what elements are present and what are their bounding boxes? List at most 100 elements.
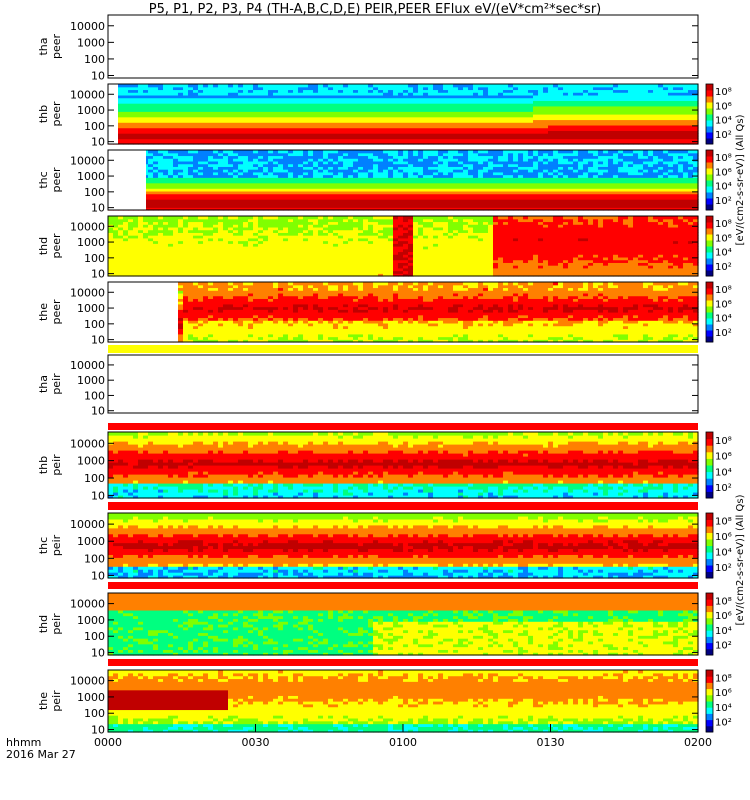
heatmap-cell	[463, 97, 469, 101]
heatmap-cell	[263, 100, 269, 104]
heatmap-cell	[218, 84, 224, 88]
heatmap-cell	[118, 108, 124, 112]
heatmap-cell	[343, 138, 349, 142]
heatmap-cell	[228, 94, 234, 99]
heatmap-cell	[278, 111, 284, 115]
heatmap-cell	[283, 100, 289, 104]
heatmap-cell	[313, 105, 319, 110]
heatmap-cell	[368, 97, 374, 101]
heatmap-cell	[418, 108, 424, 112]
heatmap-cell	[278, 124, 284, 129]
heatmap-cell	[273, 127, 279, 131]
heatmap-cell	[503, 92, 509, 96]
heatmap-cell	[288, 111, 294, 115]
heatmap-cell	[208, 114, 214, 118]
heatmap-cell	[403, 108, 409, 112]
heatmap-cell	[183, 111, 189, 115]
heatmap-cell	[448, 138, 454, 142]
heatmap-cell	[458, 133, 464, 137]
heatmap-cell	[338, 138, 344, 142]
heatmap-cell	[218, 135, 224, 140]
heatmap-cell	[403, 138, 409, 142]
heatmap-cell	[463, 141, 469, 145]
heatmap-cell	[198, 133, 204, 137]
heatmap-cell	[248, 94, 254, 99]
heatmap-cell	[283, 124, 289, 129]
heatmap-cell	[393, 124, 399, 129]
heatmap-cell	[463, 100, 469, 104]
heatmap-cell	[513, 97, 519, 101]
heatmap-cell	[463, 114, 469, 118]
heatmap-cell	[408, 122, 414, 126]
heatmap-cell	[148, 111, 154, 115]
heatmap-cell	[503, 119, 509, 123]
heatmap-cell	[253, 135, 259, 140]
heatmap-cell	[498, 133, 504, 137]
heatmap-cell	[493, 130, 499, 134]
heatmap-cell	[323, 105, 329, 110]
heatmap-cell	[433, 111, 439, 115]
heatmap-cell	[298, 105, 304, 110]
heatmap-cell	[198, 127, 204, 131]
heatmap-cell	[273, 130, 279, 134]
heatmap-cell	[208, 127, 214, 131]
heatmap-cell	[488, 97, 494, 101]
heatmap-cell	[438, 92, 444, 96]
heatmap-cell	[163, 122, 169, 126]
heatmap-cell	[473, 127, 479, 131]
heatmap-cell	[478, 89, 484, 93]
heatmap-cell	[428, 105, 434, 110]
heatmap-cell	[208, 141, 214, 145]
heatmap-cell	[233, 114, 239, 118]
heatmap-cell	[328, 135, 334, 140]
heatmap-cell	[408, 92, 414, 96]
heatmap-cell	[418, 138, 424, 142]
heatmap-cell	[238, 116, 244, 121]
heatmap-cell	[218, 108, 224, 112]
heatmap-cell	[393, 127, 399, 131]
heatmap-cell	[133, 141, 139, 145]
heatmap-cell	[408, 127, 414, 131]
heatmap-cell	[143, 114, 149, 118]
heatmap-cell	[358, 89, 364, 93]
heatmap-cell	[468, 127, 474, 131]
heatmap-cell	[343, 111, 349, 115]
heatmap-cell	[368, 111, 374, 115]
heatmap-cell	[153, 94, 159, 99]
heatmap-cell	[178, 94, 184, 99]
heatmap-cell	[413, 97, 419, 101]
heatmap-cell	[448, 94, 454, 99]
heatmap-cell	[223, 103, 229, 107]
y-tick-label: 10000	[70, 20, 105, 33]
heatmap-cell	[248, 138, 254, 142]
heatmap-cell	[328, 89, 334, 93]
heatmap-cell	[213, 133, 219, 137]
heatmap-cell	[453, 135, 459, 140]
heatmap-cell	[378, 97, 384, 101]
heatmap-cell	[498, 100, 504, 104]
heatmap-cell	[303, 133, 309, 137]
heatmap-cell	[488, 94, 494, 99]
heatmap-cell	[173, 94, 179, 99]
heatmap-cell	[383, 97, 389, 101]
heatmap-cell	[498, 84, 504, 88]
heatmap-cell	[153, 111, 159, 115]
heatmap-cell	[513, 100, 519, 104]
heatmap-cell	[308, 138, 314, 142]
heatmap-cell	[288, 100, 294, 104]
heatmap-cell	[248, 103, 254, 107]
heatmap-cell	[383, 111, 389, 115]
heatmap-cell	[193, 130, 199, 134]
heatmap-cell	[318, 116, 324, 121]
heatmap-cell	[403, 105, 409, 110]
heatmap-cell	[488, 133, 494, 137]
heatmap-cell	[398, 86, 404, 91]
heatmap-cell	[228, 86, 234, 91]
heatmap-cell	[313, 86, 319, 91]
heatmap-cell	[508, 119, 514, 123]
heatmap-cell	[263, 135, 269, 140]
y-tick-label: 100	[84, 120, 105, 133]
heatmap-cell	[143, 111, 149, 115]
heatmap-cell	[283, 94, 289, 99]
heatmap-cell	[188, 92, 194, 96]
